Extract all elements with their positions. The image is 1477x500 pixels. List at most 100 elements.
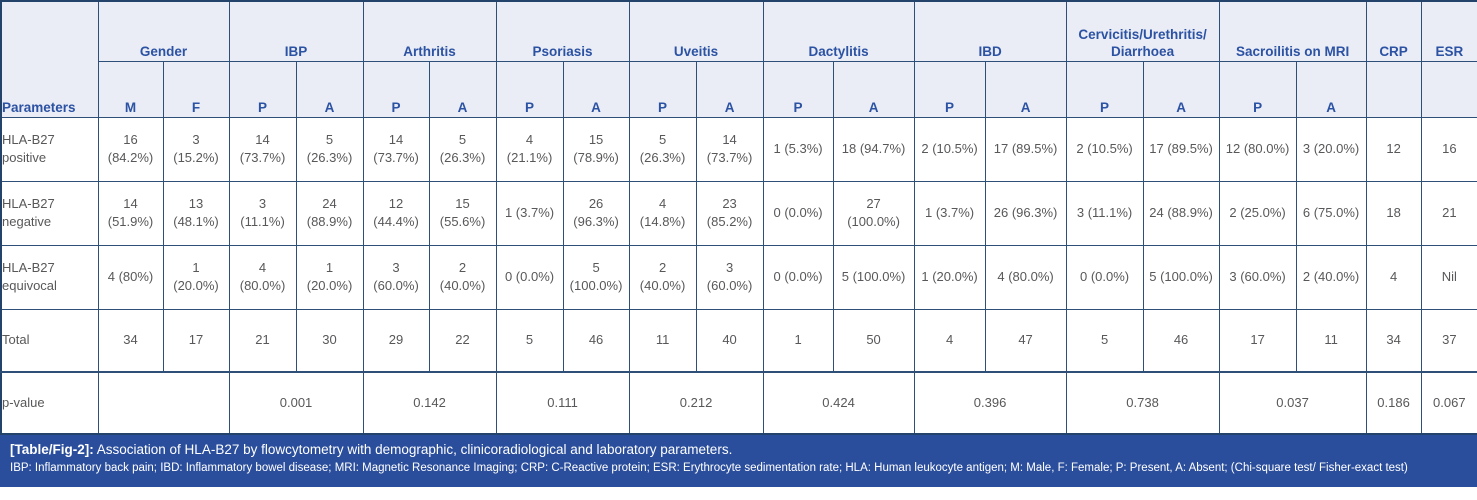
column-group-dactylitis: Dactylitis	[762, 0, 915, 62]
table-cell: 14 (73.7%)	[362, 116, 430, 182]
table-cell: 3 (60.0%)	[1218, 244, 1297, 310]
hla-b27-association-table: Parameters Gender IBP Arthritis Psoriasi…	[0, 0, 1477, 435]
table-cell: 46	[1142, 308, 1220, 373]
table-cell: 2 (25.0%)	[1218, 180, 1297, 246]
table-cell: 17 (89.5%)	[984, 116, 1067, 182]
table-cell: 27 (100.0%)	[832, 180, 915, 246]
table-cell: 1 (3.7%)	[495, 180, 564, 246]
subheader-sacroilitis-p: P	[1218, 60, 1297, 118]
subheader-dactylitis-p: P	[762, 60, 834, 118]
table-cell: 2 (40.0%)	[628, 244, 697, 310]
header-sub-row: M F P A P A P A P A P A P A P A P A	[1, 60, 1477, 118]
table-cell: 4 (80.0%)	[228, 244, 297, 310]
table-cell: 26 (96.3%)	[984, 180, 1067, 246]
header-group-row: Parameters Gender IBP Arthritis Psoriasi…	[0, 0, 1477, 118]
table-cell: Nil	[1420, 244, 1477, 310]
table-cell: 3 (15.2%)	[162, 116, 230, 182]
table-cell: 50	[832, 308, 915, 373]
table-cell: 16 (84.2%)	[97, 116, 164, 182]
table-cell: 18	[1365, 180, 1422, 246]
column-group-cervicitis-urethritis-diarrhoea: Cervicitis/Urethritis/ Diarrhoea	[1065, 0, 1220, 62]
table-cell: 5 (100.0%)	[1142, 244, 1220, 310]
table-cell: 17 (89.5%)	[1142, 116, 1220, 182]
table-cell: 23 (85.2%)	[695, 180, 764, 246]
table-cell: 5 (26.3%)	[628, 116, 697, 182]
table-cell: 4	[1365, 244, 1422, 310]
row-label: HLA-B27 negative	[0, 180, 99, 246]
table-cell: 16	[1420, 116, 1477, 182]
subheader-esr-empty	[1420, 60, 1477, 118]
table-cell: 4 (21.1%)	[495, 116, 564, 182]
table-cell: 0 (0.0%)	[762, 244, 834, 310]
table-cell: 4 (14.8%)	[628, 180, 697, 246]
table-cell: 14 (73.7%)	[228, 116, 297, 182]
table-row: HLA-B27 negative 14 (51.9%) 13 (48.1%) 3 (1…	[0, 180, 1477, 246]
pvalue-cell: 0.142	[362, 371, 497, 435]
table-cell: 21	[228, 308, 297, 373]
column-group-ibp: IBP	[228, 0, 364, 62]
table-cell: 12 (44.4%)	[362, 180, 430, 246]
table-cell: 34	[1365, 308, 1422, 373]
subheader-sacroilitis-a: A	[1295, 60, 1367, 118]
subheader-arthritis-a: A	[428, 60, 497, 118]
pvalue-cell: 0.212	[628, 371, 764, 435]
table-cell: 5 (100.0%)	[562, 244, 630, 310]
table-cell: 30	[295, 308, 364, 373]
subheader-ibd-p: P	[913, 60, 986, 118]
row-label: Total	[0, 308, 99, 373]
table-cell: 22	[428, 308, 497, 373]
table-cell: 21	[1420, 180, 1477, 246]
subheader-gender-f: F	[162, 60, 230, 118]
column-group-psoriasis: Psoriasis	[495, 0, 630, 62]
table-cell: 0 (0.0%)	[1065, 244, 1144, 310]
column-header-parameters: Parameters	[0, 0, 99, 118]
table-cell: 15 (78.9%)	[562, 116, 630, 182]
table-cell: 6 (75.0%)	[1295, 180, 1367, 246]
table-cell: 3 (11.1%)	[228, 180, 297, 246]
table-cell: 1 (5.3%)	[762, 116, 834, 182]
pvalue-cell: 0.067	[1420, 371, 1477, 435]
subheader-ibd-a: A	[984, 60, 1067, 118]
table-cell: 29	[362, 308, 430, 373]
pvalue-cell: 0.037	[1218, 371, 1367, 435]
table-cell: 34	[97, 308, 164, 373]
column-group-sacroilitis-on-mri: Sacroilitis on MRI	[1218, 0, 1367, 62]
table-body: HLA-B27 positive 16 (84.2%) 3 (15.2%) 14 (7…	[0, 116, 1477, 435]
table-cell: 1 (20.0%)	[295, 244, 364, 310]
table-cell: 3 (60.0%)	[362, 244, 430, 310]
subheader-crp-empty	[1365, 60, 1422, 118]
table-cell: 5 (100.0%)	[832, 244, 915, 310]
table-cell: 5 (26.3%)	[295, 116, 364, 182]
pvalue-cell: 0.001	[228, 371, 364, 435]
subheader-dactylitis-a: A	[832, 60, 915, 118]
table-row: HLA-B27 positive 16 (84.2%) 3 (15.2%) 14 (7…	[0, 116, 1477, 182]
pvalue-cell	[97, 371, 230, 435]
caption-figure-label: [Table/Fig-2]:	[10, 442, 94, 457]
table-cell: 3 (20.0%)	[1295, 116, 1367, 182]
table-cell: 2 (40.0%)	[428, 244, 497, 310]
table-cell: 17	[162, 308, 230, 373]
column-group-uveitis: Uveitis	[628, 0, 764, 62]
table-cell: 37	[1420, 308, 1477, 373]
table-cell: 12	[1365, 116, 1422, 182]
table-cell: 1 (3.7%)	[913, 180, 986, 246]
pvalue-cell: 0.396	[913, 371, 1067, 435]
table-cell: 47	[984, 308, 1067, 373]
subheader-gender-m: M	[97, 60, 164, 118]
table-cell: 1 (20.0%)	[913, 244, 986, 310]
column-group-ibd: IBD	[913, 0, 1067, 62]
subheader-cervicitis-a: A	[1142, 60, 1220, 118]
table-cell: 0 (0.0%)	[762, 180, 834, 246]
table-caption: [Table/Fig-2]: Association of HLA-B27 by…	[0, 435, 1477, 487]
pvalue-cell: 0.186	[1365, 371, 1422, 435]
subheader-psoriasis-p: P	[495, 60, 564, 118]
table-cell: 26 (96.3%)	[562, 180, 630, 246]
table-row: Total 34 17 21 30 29 22 5 46 11 40 1 50 4 47 5 46 17 11 34 3…	[0, 308, 1477, 373]
table-cell: 12 (80.0%)	[1218, 116, 1297, 182]
table-cell: 4 (80.0%)	[984, 244, 1067, 310]
table-cell: 0 (0.0%)	[495, 244, 564, 310]
subheader-uveitis-p: P	[628, 60, 697, 118]
caption-title: [Table/Fig-2]: Association of HLA-B27 by…	[10, 442, 1467, 459]
subheader-cervicitis-p: P	[1065, 60, 1144, 118]
table-cell: 11	[1295, 308, 1367, 373]
